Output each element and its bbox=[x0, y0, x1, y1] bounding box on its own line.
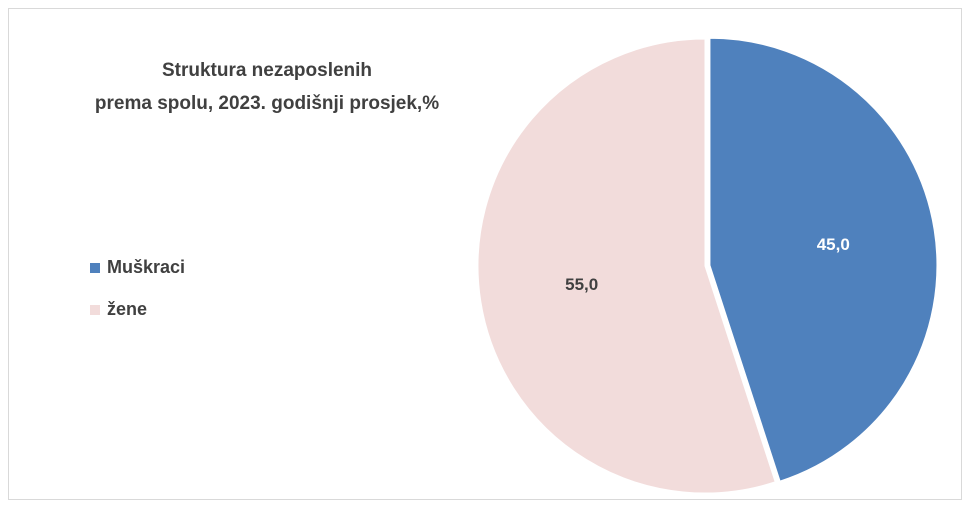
legend-label: Muškraci bbox=[107, 257, 185, 277]
chart-title: prema spolu, 2023. godišnji prosjek,% bbox=[95, 93, 439, 114]
data-label: 45,0 bbox=[817, 235, 850, 254]
data-label: 55,0 bbox=[565, 275, 598, 294]
legend-swatch bbox=[90, 263, 100, 273]
pie-slice bbox=[709, 37, 938, 482]
pie-slice bbox=[477, 38, 776, 494]
legend-label: žene bbox=[107, 299, 147, 319]
chart-title: Struktura nezaposlenih bbox=[162, 60, 372, 81]
legend-swatch bbox=[90, 305, 100, 315]
